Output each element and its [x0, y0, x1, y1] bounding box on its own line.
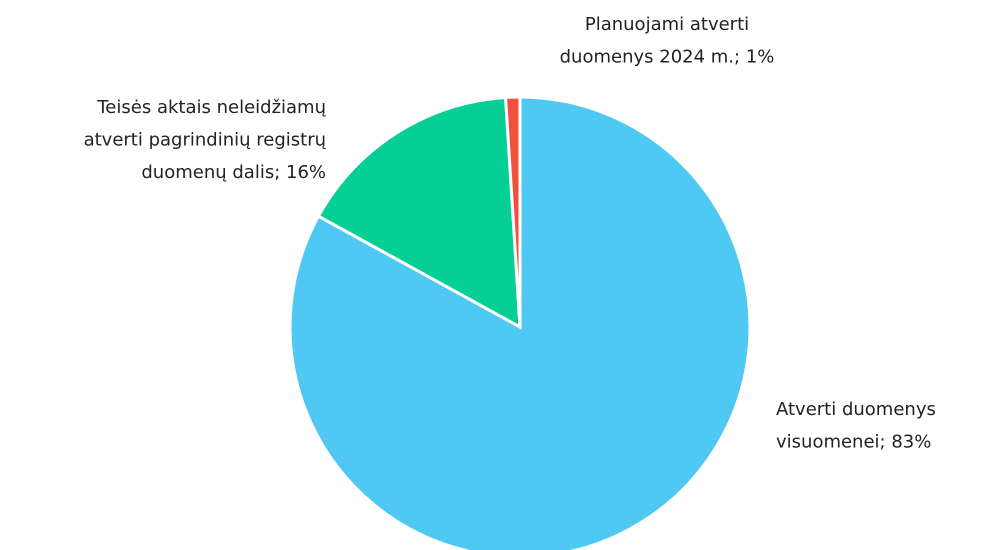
- pie-slice: [503, 95, 522, 328]
- slice-label: Teisės aktais neleidžiamų: [96, 97, 326, 118]
- slice-label: Atverti duomenys: [776, 399, 936, 420]
- slice-label: visuomenei; 83%: [776, 432, 931, 453]
- slice-label: duomenys 2024 m.; 1%: [560, 47, 775, 68]
- pie-slice: [288, 95, 752, 550]
- slice-label: Planuojami atverti: [585, 14, 749, 35]
- pie-slice: [316, 95, 522, 330]
- slice-label: atverti pagrindinių registrų: [84, 130, 327, 151]
- slice-label: duomenų dalis; 16%: [141, 162, 326, 183]
